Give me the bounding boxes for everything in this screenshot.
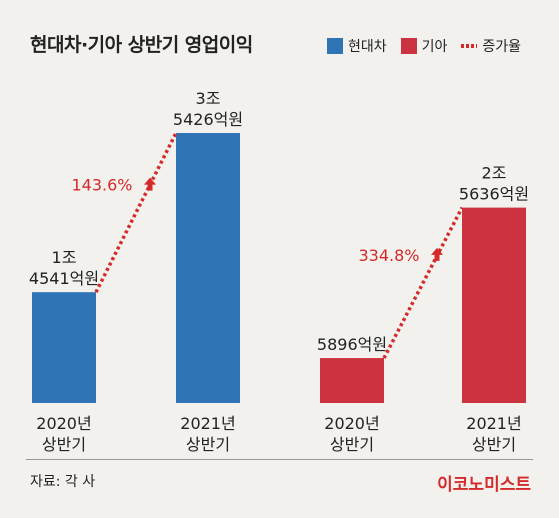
legend-item-growth: 증가율 [461,36,521,56]
growth-line-1 [382,206,464,359]
bar-0-1 [176,133,240,403]
up-arrow-icon-0 [144,177,156,191]
value-label-1-1-1: 5636억원 [459,185,529,204]
category-label-1-0-0: 2020년 [324,414,379,433]
growth-label-1: 334.8% [358,246,419,265]
value-label-1-1-0: 2조 [482,164,507,183]
legend-swatch-kia [400,38,417,54]
category-label-1-0-1: 상반기 [330,435,374,454]
category-label-0-1-1: 상반기 [186,435,230,454]
bar-1-0 [320,358,384,403]
value-label-0-0-0: 1조 [52,248,77,267]
bar-0-0 [32,292,96,403]
category-label-1-1-1: 상반기 [472,435,516,454]
legend-swatch-hyundai [327,38,343,54]
growth-line-0 [94,132,178,293]
legend-dotted-line-icon [461,44,478,48]
legend-label-kia: 기아 [421,39,448,55]
source-note: 자료: 각 사 [30,474,96,490]
value-label-0-1-1: 5426억원 [173,110,243,129]
brand-logo-text: 이코노미스트 [437,475,531,495]
up-arrow-icon-1 [431,247,443,261]
legend: 현대차 기아 증가율 [327,36,521,56]
category-label-0-0-0: 2020년 [36,414,91,433]
value-label-1-0-0: 5896억원 [317,335,387,354]
category-label-0-0-1: 상반기 [42,435,86,454]
divider [26,459,533,460]
legend-item-hyundai: 현대차 [327,36,387,56]
growth-label-0: 143.6% [71,176,132,195]
category-label-0-1-0: 2021년 [180,414,235,433]
legend-label-hyundai: 현대차 [348,39,387,55]
value-label-0-1-0: 3조 [196,89,221,108]
legend-item-kia: 기아 [400,36,448,56]
legend-label-growth: 증가율 [482,39,522,55]
bar-1-1 [462,207,526,403]
value-label-0-0-1: 4541억원 [29,269,99,288]
chart-title: 현대차·기아 상반기 영업이익 [30,34,253,56]
category-label-1-1-0: 2021년 [466,414,521,433]
